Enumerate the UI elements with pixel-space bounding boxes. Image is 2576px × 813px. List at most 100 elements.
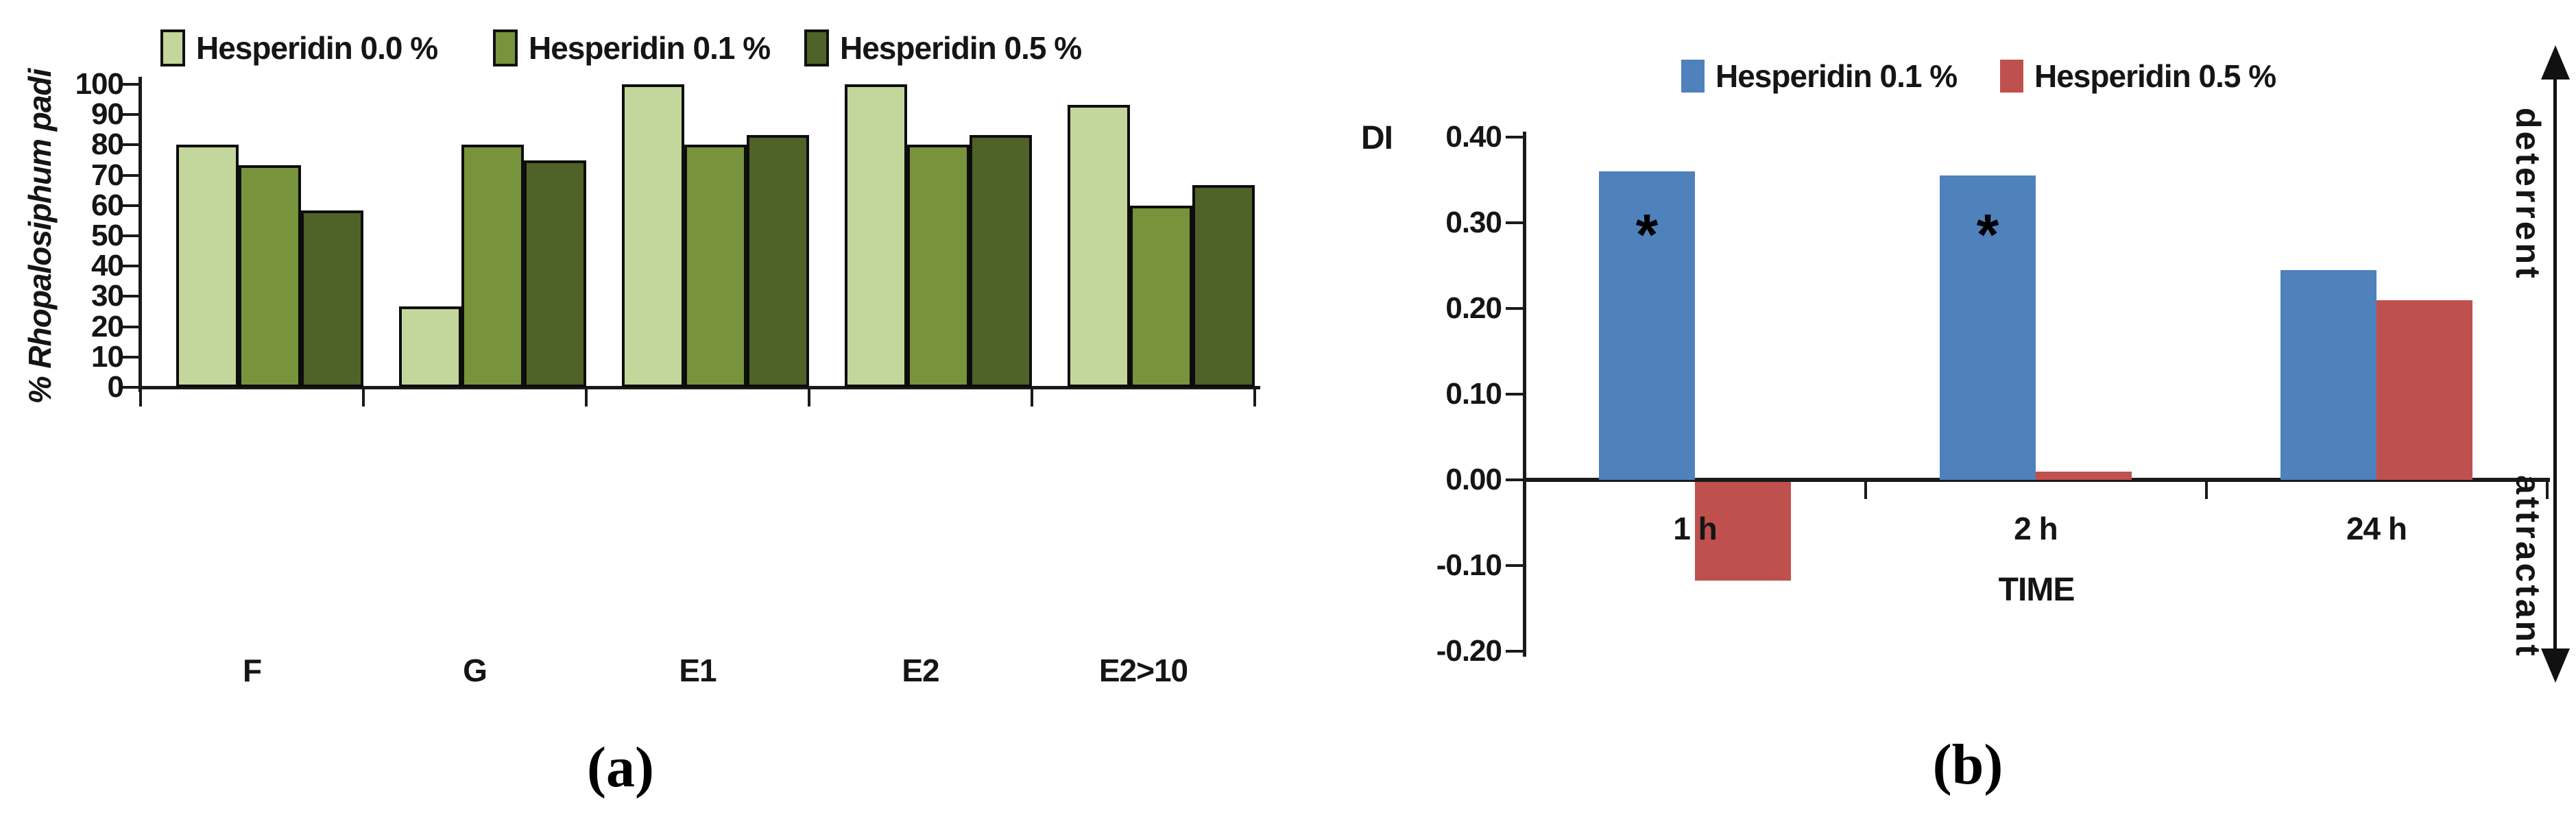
bar-a-E2>10-s2 xyxy=(1192,185,1255,387)
x-category-label-b: 1 h xyxy=(1673,511,1717,546)
bar-a-F-s2 xyxy=(301,210,363,387)
y-tick-label-a: 80 xyxy=(91,128,124,162)
x-tick-a xyxy=(1253,387,1256,406)
y-tick-a xyxy=(122,83,139,86)
y-tick-label-a: 70 xyxy=(91,158,124,192)
bar-b-1h-s0 xyxy=(1599,171,1695,480)
bar-b-2h-s1 xyxy=(2036,471,2132,480)
x-tick-a xyxy=(1031,387,1033,406)
bar-a-E2>10-s0 xyxy=(1068,104,1130,387)
x-category-label-a: E1 xyxy=(679,653,717,688)
y-tick-a xyxy=(122,386,139,389)
legend-label-hesperidin-0.5: Hesperidin 0.5 % xyxy=(840,30,1082,66)
legend-label-b-hesperidin-0.1: Hesperidin 0.1 % xyxy=(1716,58,1958,94)
x-category-label-a: G xyxy=(463,653,487,688)
x-axis-title-b: TIME xyxy=(1998,572,2075,608)
deterrent-label: deterrent xyxy=(2509,107,2547,281)
legend-label-hesperidin-0.0: Hesperidin 0.0 % xyxy=(196,30,438,66)
bar-b-1h-s1 xyxy=(1695,482,1791,581)
y-tick-label-b: 0.00 xyxy=(1445,463,1502,496)
legend-item-hesperidin-0.5: Hesperidin 0.5 % xyxy=(804,29,1082,66)
y-tick-label-b: 0.10 xyxy=(1445,377,1502,411)
y-tick-label-a: 100 xyxy=(75,67,124,101)
y-tick-label-a: 20 xyxy=(91,309,124,343)
arrow-down-icon xyxy=(2541,648,2570,683)
y-tick-a xyxy=(122,113,139,117)
bar-a-E2-s1 xyxy=(907,145,970,387)
y-tick-label-b: -0.10 xyxy=(1436,548,1502,582)
bar-a-G-s1 xyxy=(461,145,524,387)
bar-a-E1-s0 xyxy=(622,84,684,387)
y-tick-label-b: 0.20 xyxy=(1445,291,1502,325)
x-category-label-b: 24 h xyxy=(2346,511,2407,546)
x-category-label-a: E2 xyxy=(902,653,939,688)
y-tick-b xyxy=(1506,564,1524,567)
y-axis-a xyxy=(139,77,142,392)
x-tick-b xyxy=(2205,481,2208,499)
bar-a-E2-s0 xyxy=(845,84,907,387)
y-axis-b xyxy=(1523,132,1526,657)
caption-b: (b) xyxy=(1932,733,2003,797)
bar-b-24h-s0 xyxy=(2280,269,2376,480)
x-tick-a xyxy=(585,387,588,406)
legend-swatch-hesperidin-0.5 xyxy=(804,29,829,66)
y-tick-a xyxy=(122,143,139,147)
y-tick-label-b: 0.40 xyxy=(1445,120,1502,154)
legend-swatch-b-hesperidin-0.1 xyxy=(1681,60,1705,93)
x-tick-a xyxy=(139,387,142,406)
y-tick-a xyxy=(122,325,139,328)
legend-item-b-hesperidin-0.5: Hesperidin 0.5 % xyxy=(2000,58,2276,95)
legend-label-hesperidin-0.1: Hesperidin 0.1 % xyxy=(529,30,771,66)
legend-item-hesperidin-0.0: Hesperidin 0.0 % xyxy=(160,29,438,66)
bar-a-G-s0 xyxy=(399,306,461,387)
bar-a-F-s0 xyxy=(176,145,239,387)
bar-a-E2>10-s1 xyxy=(1130,205,1192,387)
legend-item-hesperidin-0.1: Hesperidin 0.1 % xyxy=(493,29,771,66)
y-tick-label-a: 40 xyxy=(91,249,124,283)
y-tick-a xyxy=(122,265,139,268)
y-tick-label-a: 60 xyxy=(91,188,124,222)
y-tick-a xyxy=(122,355,139,359)
y-tick-a xyxy=(122,295,139,298)
y-tick-label-a: 10 xyxy=(91,339,124,374)
y-axis-title-b: DI xyxy=(1361,120,1393,156)
y-tick-b xyxy=(1506,221,1524,224)
y-tick-b xyxy=(1506,393,1524,396)
y-tick-a xyxy=(122,204,139,207)
y-tick-label-a: 30 xyxy=(91,279,124,313)
bar-b-2h-s0 xyxy=(1940,175,2036,480)
x-category-label-a: F xyxy=(242,653,262,688)
bar-b-24h-s1 xyxy=(2376,300,2472,480)
bar-a-F-s1 xyxy=(239,165,301,387)
x-category-label-b: 2 h xyxy=(2014,511,2058,546)
significance-asterisk: * xyxy=(1635,202,1659,267)
attractant-label: attractant xyxy=(2509,475,2547,659)
zero-line-b xyxy=(1523,478,2550,482)
x-axis-a xyxy=(139,386,1260,389)
x-tick-b xyxy=(2546,481,2549,499)
y-tick-label-b: -0.20 xyxy=(1436,634,1502,668)
deterrent-attractant-axis-line xyxy=(2553,74,2557,651)
x-tick-a xyxy=(808,387,810,406)
caption-a: (a) xyxy=(587,736,654,799)
bar-a-E1-s1 xyxy=(684,145,747,387)
y-tick-label-a: 50 xyxy=(91,219,124,252)
y-tick-b xyxy=(1506,136,1524,138)
x-tick-a xyxy=(362,387,365,406)
legend-label-b-hesperidin-0.5: Hesperidin 0.5 % xyxy=(2034,58,2276,94)
y-tick-b xyxy=(1506,650,1524,653)
bar-a-G-s2 xyxy=(524,160,586,387)
y-tick-label-b: 0.30 xyxy=(1445,206,1502,239)
significance-asterisk: * xyxy=(1976,202,1999,267)
x-tick-b xyxy=(1864,481,1867,499)
y-tick-a xyxy=(122,234,139,237)
arrow-up-icon xyxy=(2541,45,2570,80)
y-tick-b xyxy=(1506,307,1524,310)
legend-swatch-b-hesperidin-0.5 xyxy=(2000,60,2023,93)
legend-swatch-hesperidin-0.1 xyxy=(493,29,518,66)
y-tick-label-a: 0 xyxy=(107,370,124,404)
legend-swatch-hesperidin-0.0 xyxy=(160,29,185,66)
x-category-label-a: E2>10 xyxy=(1098,653,1188,688)
bar-a-E2-s2 xyxy=(970,134,1032,387)
